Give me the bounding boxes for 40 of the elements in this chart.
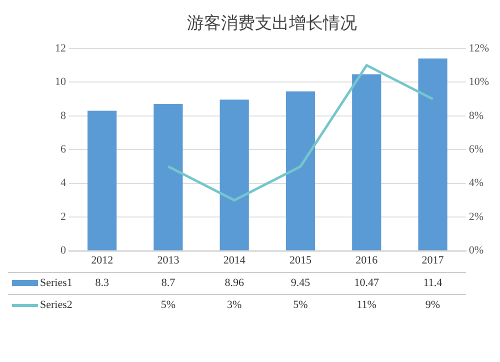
bar [154, 104, 183, 250]
y-tick-label: 2 [60, 210, 66, 223]
data-label: 3% [226, 298, 243, 313]
x-tick-label: 2017 [422, 254, 444, 266]
y2-tick-label: 2% [468, 210, 484, 223]
data-label: 5% [160, 298, 177, 313]
data-label: 8.3 [95, 277, 109, 289]
y-tick-label: 10 [55, 76, 66, 88]
y-tick-label: 6 [60, 143, 66, 156]
chart-title: 游客消费支出增长情况 [187, 14, 357, 33]
y2-tick-label: 6% [468, 143, 484, 156]
x-tick-label: 2013 [157, 254, 180, 266]
bar [220, 100, 249, 250]
y-tick-label: 8 [60, 110, 66, 122]
bar [418, 58, 448, 250]
x-tick-label: 2016 [356, 254, 378, 266]
legend-label: Series1 [40, 276, 72, 291]
x-tick-label: 2012 [91, 254, 114, 266]
data-label: 8.7 [160, 276, 176, 291]
y2-tick-label: 10% [468, 76, 490, 88]
data-label: 9.45 [290, 276, 312, 291]
y-tick-label: 12 [55, 42, 66, 54]
data-label: 11% [356, 298, 378, 313]
y-tick-label: 0 [60, 244, 66, 257]
y-tick-label: 4 [60, 177, 66, 190]
y2-tick-label: 4% [468, 177, 484, 190]
data-label: 9% [424, 298, 442, 313]
bar [352, 74, 382, 250]
bar [88, 110, 117, 250]
y2-tick-label: 12% [468, 42, 490, 54]
x-tick-label: 2014 [223, 254, 246, 266]
bar [286, 91, 316, 250]
y2-tick-label: 8% [468, 110, 484, 122]
data-label: 11.4 [422, 276, 444, 291]
legend-label: Series2 [40, 298, 72, 313]
data-label: 8.96 [224, 276, 245, 291]
data-label: 5% [292, 298, 309, 313]
data-label: 10.47 [353, 276, 380, 291]
y2-tick-label: 0% [468, 244, 484, 257]
x-tick-label: 2015 [289, 254, 312, 266]
